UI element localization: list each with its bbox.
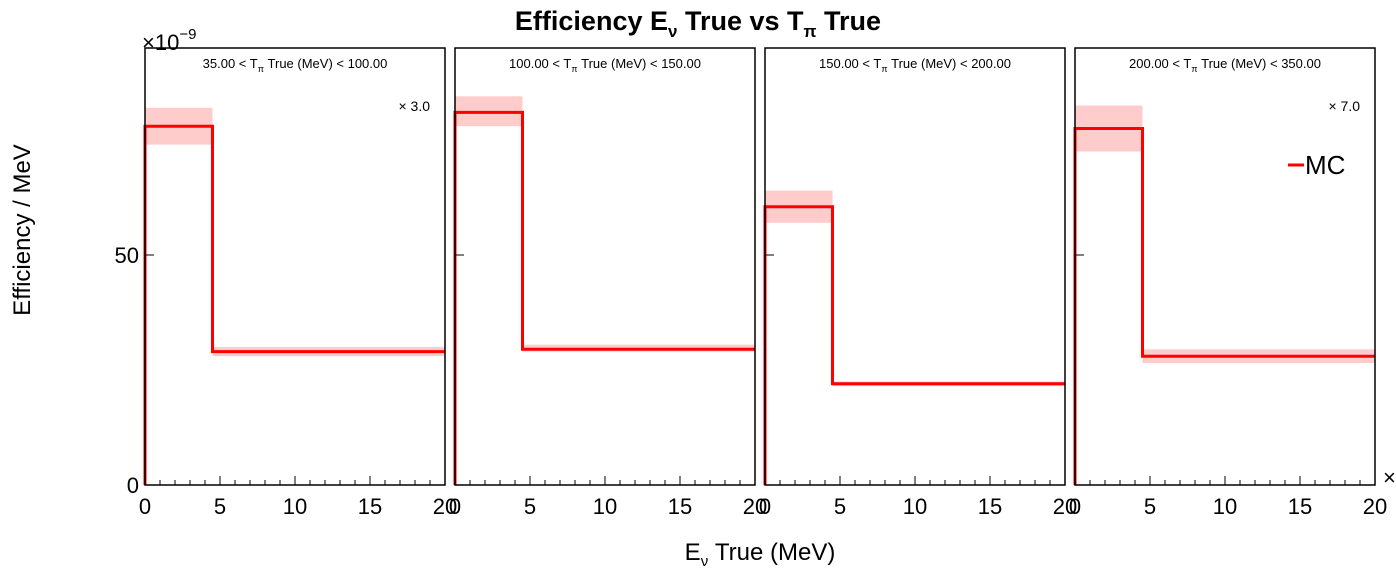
- y-tick-label: 50: [115, 243, 139, 268]
- x-tick-label: 10: [1213, 494, 1237, 519]
- x-tick-label: 5: [834, 494, 846, 519]
- x-tick-label: 15: [668, 494, 692, 519]
- x-tick-label: 0: [139, 494, 151, 519]
- chart-title: Efficiency Eν True vs Tπ True: [515, 6, 881, 41]
- x-tick-label: 20: [433, 494, 457, 519]
- panel-range-label: 100.00 < Tπ True (MeV) < 150.00: [509, 56, 701, 74]
- x-tick-label: 0: [759, 494, 771, 519]
- legend: MC: [1288, 150, 1345, 180]
- y-exponent-power: −9: [179, 26, 196, 43]
- x-tick-label: 0: [1069, 494, 1081, 519]
- x-tick-label: 10: [283, 494, 307, 519]
- title-part-3: True: [817, 6, 882, 36]
- panel-label-pi-subscript: π: [881, 64, 887, 74]
- x-tick-label: 10: [903, 494, 927, 519]
- title-pi-subscript: π: [804, 22, 817, 41]
- x-tick-label: 15: [978, 494, 1002, 519]
- panel-label-prefix: 100.00 < T: [509, 56, 571, 71]
- x-title-nu-subscript: ν: [701, 553, 709, 570]
- y-tick-label: 0: [127, 473, 139, 498]
- mc-histogram-line: [453, 110, 755, 485]
- y-exponent-prefix: ×10: [142, 30, 179, 55]
- x-tick-label: 0: [449, 494, 461, 519]
- x-tick-label: 15: [1288, 494, 1312, 519]
- panel-label-pi-subscript: π: [571, 64, 577, 74]
- title-nu-subscript: ν: [668, 22, 677, 41]
- x-title-main: E: [685, 539, 701, 566]
- title-part-2: True vs T: [677, 6, 804, 36]
- panel-range-label: 200.00 < Tπ True (MeV) < 350.00: [1129, 56, 1321, 74]
- x-title-end: True (MeV): [708, 539, 835, 566]
- x-tick-label: 20: [1053, 494, 1077, 519]
- x-axis-overflow-mark: ×: [1383, 465, 1396, 490]
- panel-label-suffix: True (MeV) < 150.00: [578, 56, 701, 71]
- x-tick-label: 15: [358, 494, 382, 519]
- panel-label-suffix: True (MeV) < 350.00: [1198, 56, 1321, 71]
- panel-label-suffix: True (MeV) < 100.00: [264, 56, 387, 71]
- panel-frame: [764, 47, 1066, 486]
- y-axis-title: Efficiency / MeV: [9, 144, 36, 316]
- scale-factor-label: × 7.0: [1328, 98, 1360, 114]
- title-part-1: Efficiency E: [515, 6, 668, 36]
- panel-range-label: 35.00 < Tπ True (MeV) < 100.00: [203, 56, 388, 74]
- panel-label-suffix: True (MeV) < 200.00: [888, 56, 1011, 71]
- scale-factor-label: × 3.0: [398, 98, 430, 114]
- x-tick-label: 5: [524, 494, 536, 519]
- x-axis-title: Eν True (MeV): [685, 539, 836, 570]
- panel-label-prefix: 35.00 < T: [203, 56, 258, 71]
- x-tick-label: 5: [1144, 494, 1156, 519]
- panel-label-prefix: 150.00 < T: [819, 56, 881, 71]
- mc-histogram-line: [1073, 127, 1375, 485]
- panel-range-label: 150.00 < Tπ True (MeV) < 200.00: [819, 56, 1011, 74]
- panel-4: 0 5 10 15 20 200.00 < Tπ True (MeV) < 350.00 ×…: [1069, 47, 1387, 519]
- legend-mc-label: MC: [1305, 150, 1345, 180]
- panel-1: 0 5 10 15 20 0 50 35.00 < Tπ True (MeV) < 100.0…: [115, 47, 457, 519]
- x-tick-label: 20: [743, 494, 767, 519]
- mc-histogram-line: [143, 124, 445, 485]
- panel-label-pi-subscript: π: [258, 64, 264, 74]
- panel-label-pi-subscript: π: [1191, 64, 1197, 74]
- panel-label-prefix: 200.00 < T: [1129, 56, 1191, 71]
- y-axis-exponent: ×10−9: [142, 26, 196, 55]
- x-tick-label: 5: [214, 494, 226, 519]
- x-tick-label: 10: [593, 494, 617, 519]
- panel-3: 0 5 10 15 20 150.00 < Tπ True (MeV) < 200.00: [759, 47, 1077, 519]
- mc-histogram-line: [763, 205, 1065, 485]
- x-tick-label: 20: [1363, 494, 1387, 519]
- panel-2: 0 5 10 15 20 100.00 < Tπ True (MeV) < 150.00: [449, 47, 767, 519]
